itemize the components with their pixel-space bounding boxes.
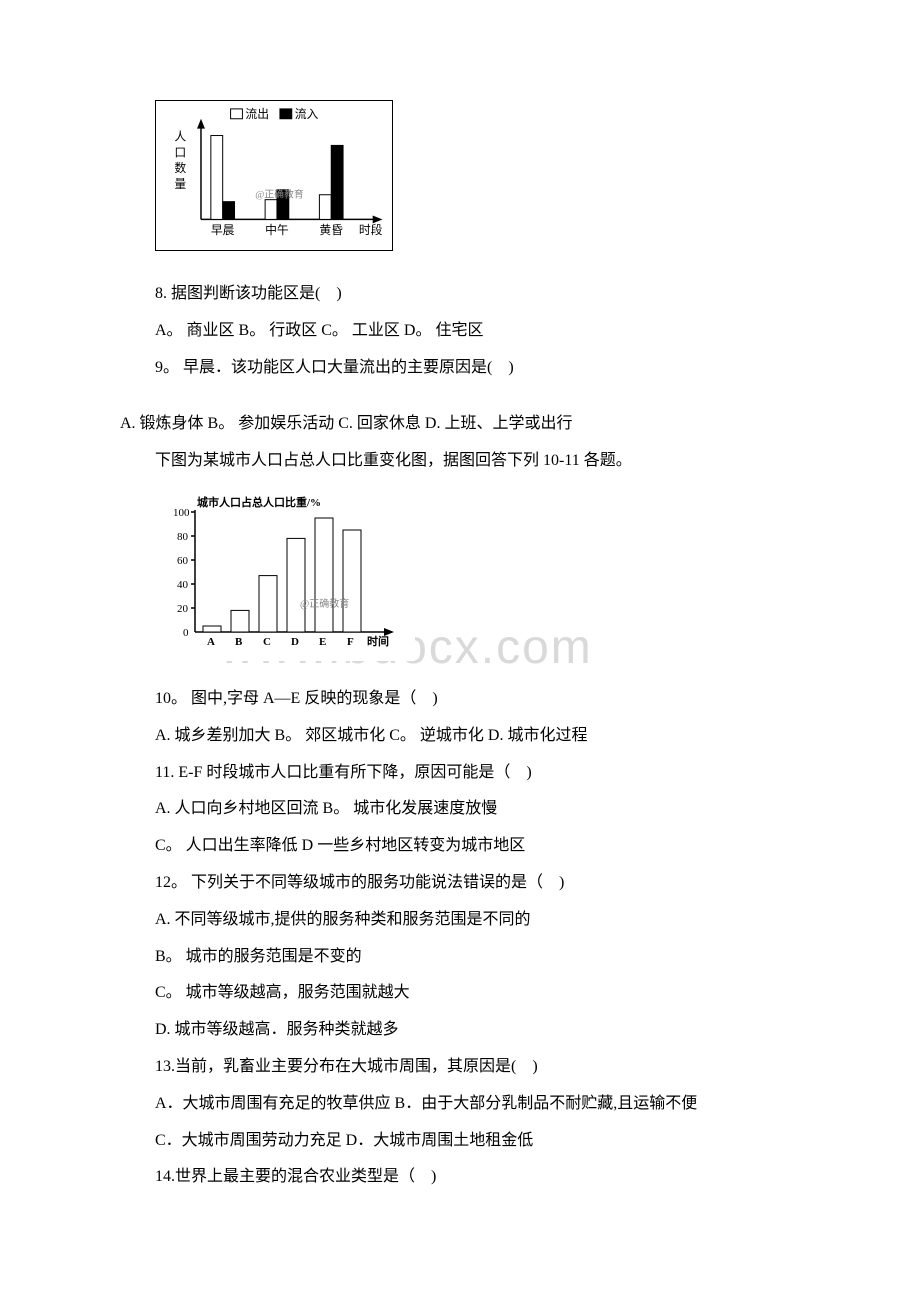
chart2-ytick-0: 0 xyxy=(183,627,189,639)
q8-prompt: 8. 据图判断该功能区是( ) xyxy=(155,276,800,313)
q12-optB: B。 城市的服务范围是不变的 xyxy=(155,939,800,976)
q13-prompt: 13.当前，乳畜业主要分布在大城市周围，其原因是( ) xyxy=(155,1049,800,1086)
chart2-bar-F xyxy=(343,530,361,632)
chart1-ylabel-3: 数 xyxy=(174,161,186,175)
intro-10-11: 下图为某城市人口占总人口比重变化图，据图回答下列 10-11 各题。 xyxy=(155,443,800,480)
q12-optC: C。 城市等级越高，服务范围就越大 xyxy=(155,975,800,1012)
chart1-bar-in-2 xyxy=(331,145,343,219)
chart2-xlabel-A: A xyxy=(207,636,215,648)
chart2-bar-B xyxy=(231,610,249,632)
chart1-ylabel-2: 口 xyxy=(174,145,186,159)
legend-in-swatch xyxy=(280,109,292,119)
chart2-ytick-20: 20 xyxy=(177,603,189,615)
chart2-xlabel-E: E xyxy=(319,636,326,648)
chart2-xlabel-F: F xyxy=(347,636,354,648)
q10-options: A. 城乡差别加大 B。 郊区城市化 C。 逆城市化 D. 城市化过程 xyxy=(155,718,800,755)
chart1-xarrow xyxy=(373,215,383,223)
q9-options: A. 锻炼身体 B。 参加娱乐活动 C. 回家休息 D. 上班、上学或出行 xyxy=(120,406,800,443)
q12-prompt: 12。 下列关于不同等级城市的服务功能说法错误的是（ ) xyxy=(155,865,800,902)
chart2-ytick-100: 100 xyxy=(173,507,190,519)
chart1-xlabel-0: 早晨 xyxy=(211,223,235,237)
chart1-xlabel-1: 中午 xyxy=(265,223,289,237)
legend-out-swatch xyxy=(231,109,243,119)
q13-optC: C．大城市周围劳动力充足 D．大城市周围土地租金低 xyxy=(155,1123,800,1160)
chart2-ytick-60: 60 xyxy=(177,555,189,567)
chart2-ytick-80: 80 xyxy=(177,531,189,543)
chart1-bar-out-2 xyxy=(319,195,331,220)
chart1-ylabel-1: 人 xyxy=(174,129,186,143)
chart1-bar-out-1 xyxy=(265,200,277,220)
chart2-xaxis-label: 时间 xyxy=(367,634,389,648)
q9-prompt: 9。 早晨．该功能区人口大量流出的主要原因是( ) xyxy=(155,350,800,387)
q11-prompt: 11. E-F 时段城市人口比重有所下降，原因可能是（ ) xyxy=(155,755,800,792)
chart2-xlabel-B: B xyxy=(235,636,243,648)
chart2-bar-C xyxy=(259,576,277,632)
chart2-container: 城市人口占总人口比重/% 100 80 60 40 20 0 xyxy=(155,492,800,666)
q13-optA: A．大城市周围有充足的牧草供应 B．由于大部分乳制品不耐贮藏,且运输不便 xyxy=(155,1086,800,1123)
q8-options: A。 商业区 B。 行政区 C。 工业区 D。 住宅区 xyxy=(155,313,800,350)
chart2-xarrow xyxy=(384,628,394,636)
q10-prompt: 10。 图中,字母 A—E 反映的现象是（ ) xyxy=(155,681,800,718)
q11-optC: C。 人口出生率降低 D 一些乡村地区转变为城市地区 xyxy=(155,828,800,865)
document-content: 流出 流入 人 口 数 量 @正确教育 早晨 中午 xyxy=(120,100,800,1196)
q11-optA: A. 人口向乡村地区回流 B。 城市化发展速度放慢 xyxy=(155,791,800,828)
chart2-bar-D xyxy=(287,538,305,632)
chart2-xlabel-C: C xyxy=(263,636,271,648)
chart1-xlabel-2: 黄昏 xyxy=(319,223,343,237)
legend-in-label: 流入 xyxy=(295,107,319,121)
chart1-ylabel-4: 量 xyxy=(174,177,186,191)
chart1-yarrow xyxy=(197,119,205,129)
chart1-container: 流出 流入 人 口 数 量 @正确教育 早晨 中午 xyxy=(155,100,800,256)
chart1-bar-out-0 xyxy=(211,136,223,220)
legend-out-label: 流出 xyxy=(245,107,269,121)
chart1-bar-in-0 xyxy=(223,202,235,220)
q12-optA: A. 不同等级城市,提供的服务种类和服务范围是不同的 xyxy=(155,902,800,939)
chart1-watermark: @正确教育 xyxy=(255,188,304,201)
chart1-svg: 流出 流入 人 口 数 量 @正确教育 早晨 中午 xyxy=(155,100,393,251)
q12-optD: D. 城市等级越高．服务种类就越多 xyxy=(155,1012,800,1049)
chart2-bar-E xyxy=(315,518,333,632)
chart2-bar-A xyxy=(203,626,221,632)
chart2-title: 城市人口占总人口比重/% xyxy=(197,495,321,509)
chart2-ytick-40: 40 xyxy=(177,579,189,591)
q14-prompt: 14.世界上最主要的混合农业类型是（ ) xyxy=(155,1159,800,1196)
chart2-watermark: @正确教育 xyxy=(300,597,349,610)
chart2-svg: 城市人口占总人口比重/% 100 80 60 40 20 0 xyxy=(155,492,415,661)
chart1-xaxis-label: 时段 xyxy=(359,223,383,237)
chart2-xlabel-D: D xyxy=(291,636,299,648)
